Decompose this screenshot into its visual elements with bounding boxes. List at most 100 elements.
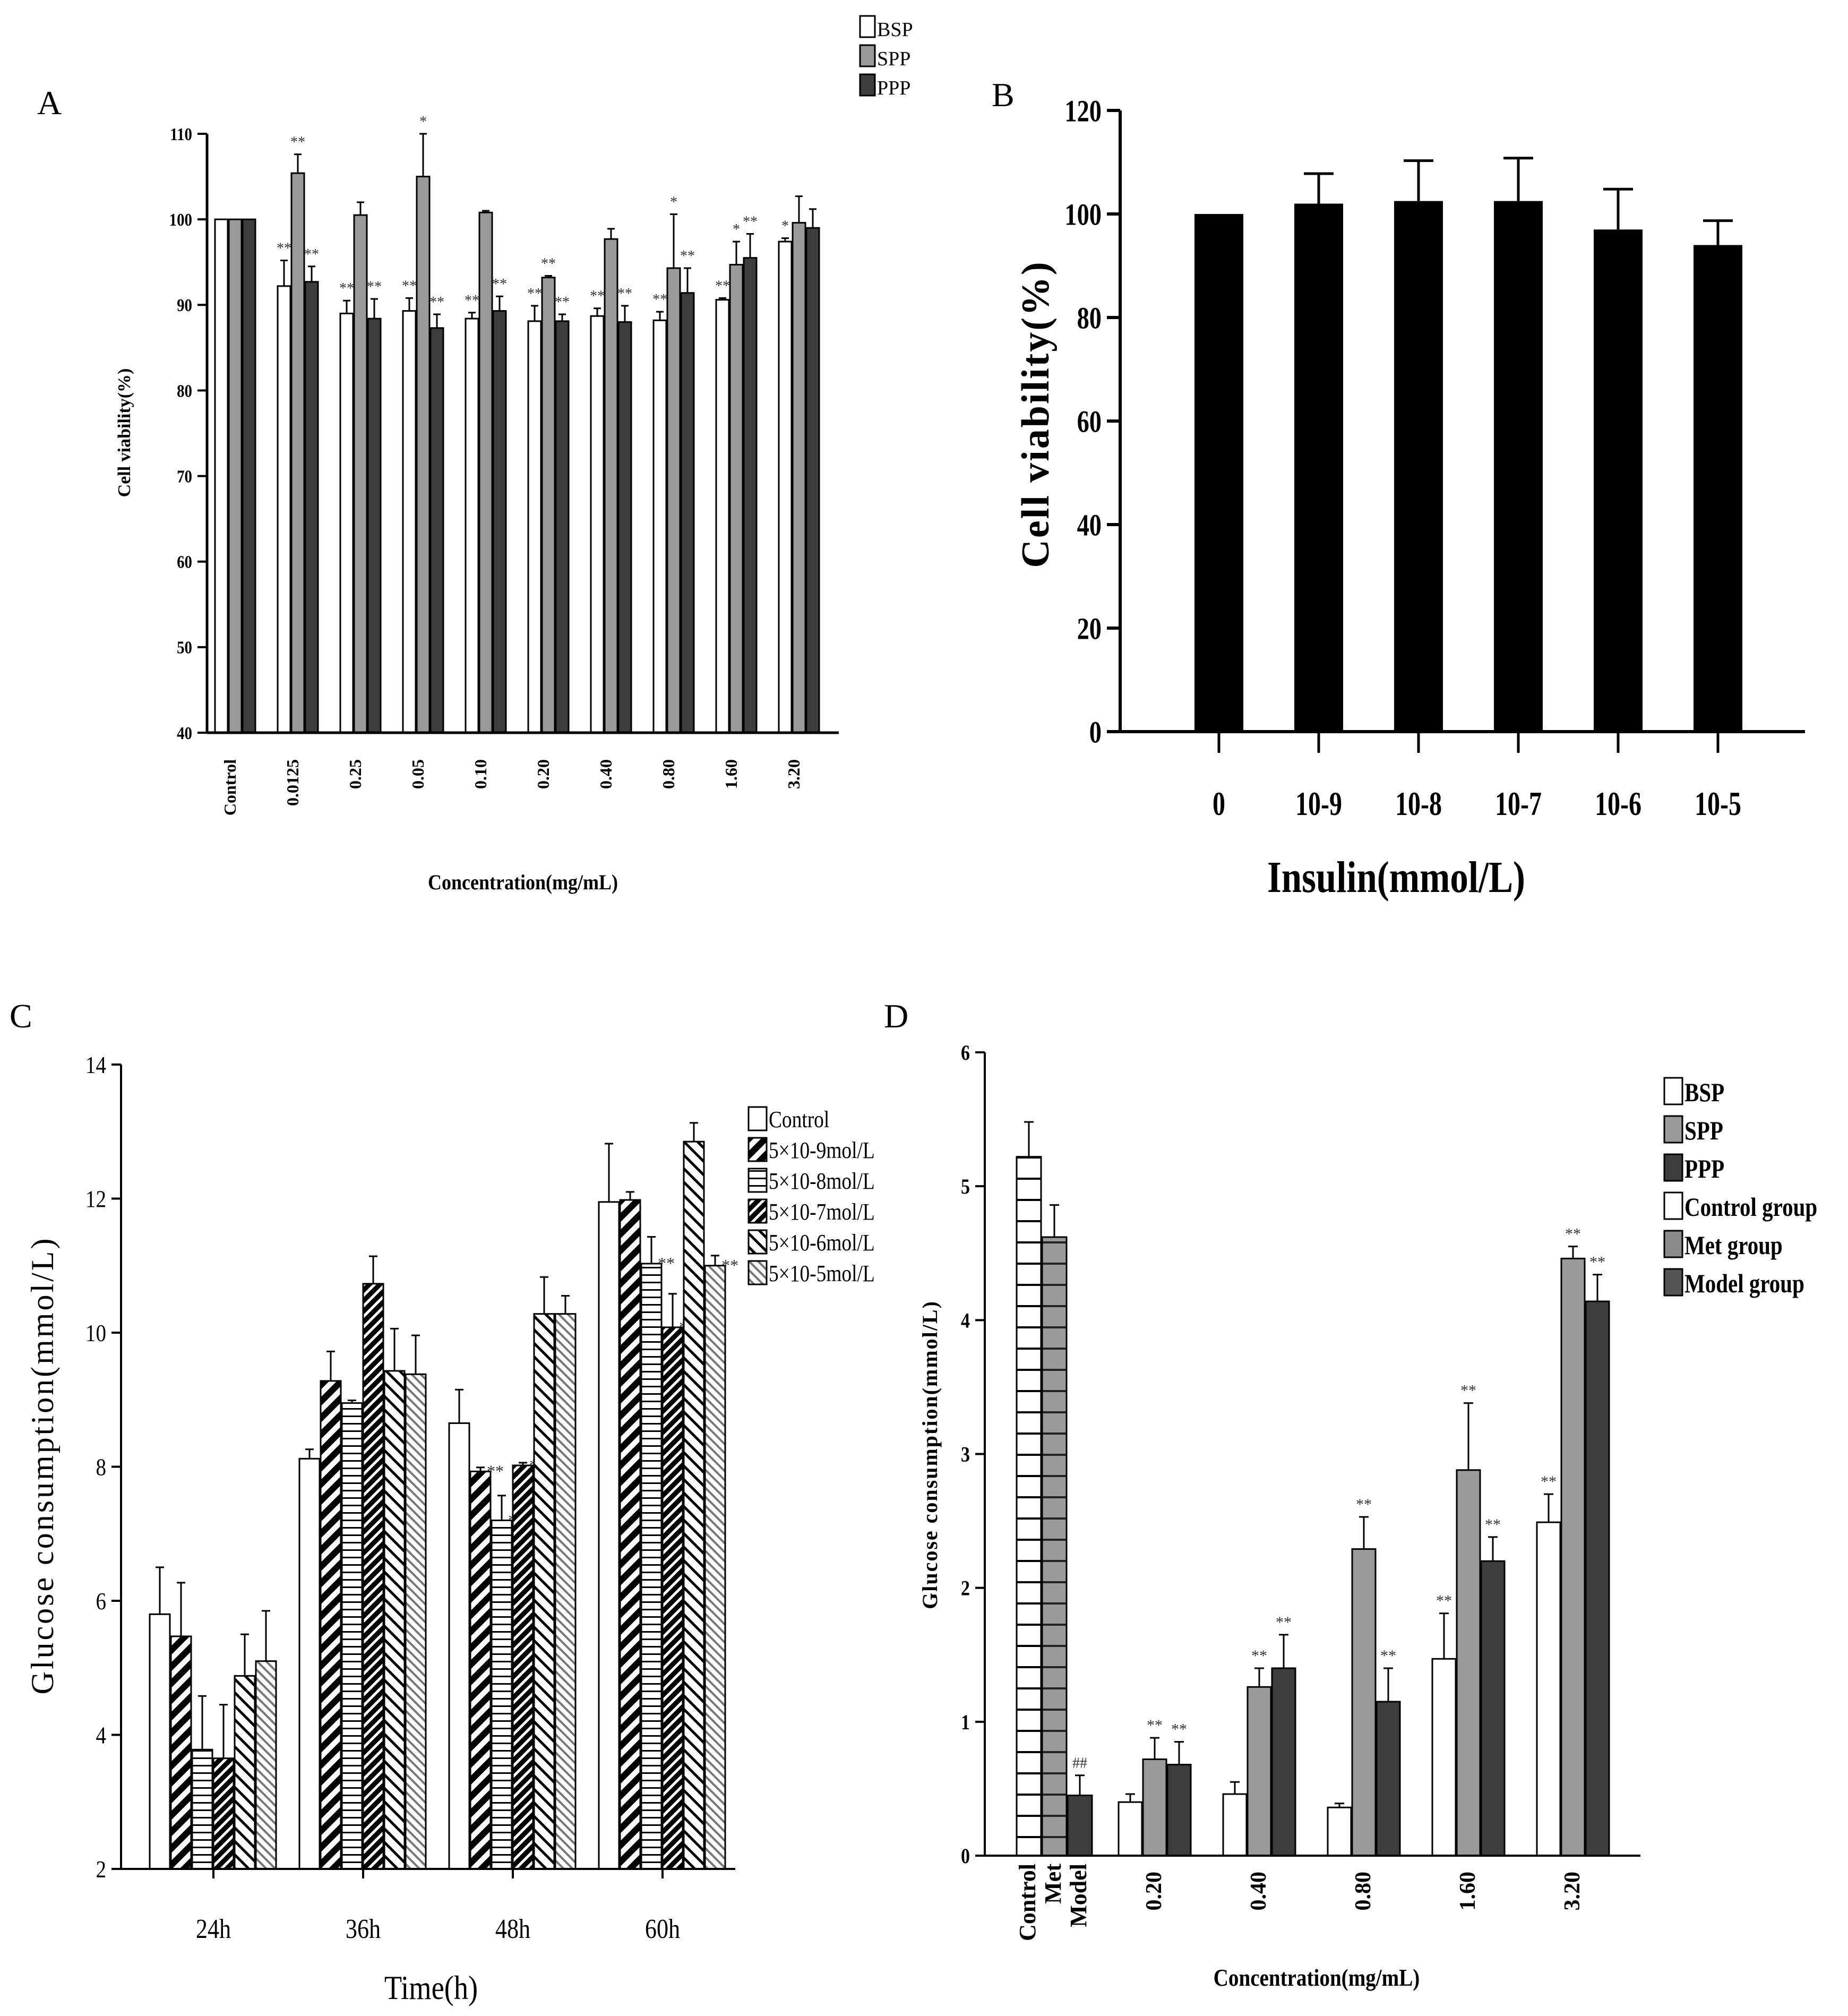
- sig-marker: **: [1541, 1473, 1557, 1490]
- legend-d-swatch-spp: [1663, 1115, 1683, 1144]
- bar-a-ppp-0-0125: [304, 281, 319, 734]
- bar-a-bsp-0-20: [527, 320, 542, 734]
- y-tick-label: 40: [1077, 509, 1102, 543]
- legend-d-swatch-model-group: [1663, 1268, 1683, 1297]
- legend-d-swatch-bsp: [1663, 1077, 1683, 1105]
- bar-b-0: [1194, 214, 1243, 732]
- legend-d-label-bsp: BSP: [1684, 1077, 1724, 1107]
- sig-marker: **: [527, 286, 542, 302]
- y-tick-label: 6: [96, 1588, 106, 1615]
- x-tick-label: 3.20: [1560, 1872, 1585, 1911]
- bar-a-ppp-1-60: [743, 257, 758, 734]
- bar-a-spp-0-20: [541, 277, 556, 734]
- chart-b-marks: [1194, 157, 1742, 732]
- x-tick-label: 48h: [495, 1914, 530, 1944]
- bar-c-5-10-5mol-l-60h: [704, 1265, 726, 1870]
- legend-a-bsp-label: BSP: [877, 19, 913, 41]
- bar-a-ppp-0-25: [367, 318, 382, 734]
- chart-a-y-title: Cell viability(%): [115, 368, 134, 497]
- bar-c-5-10-9mol-l-48h: [469, 1470, 492, 1870]
- legend-a-ppp-label: PPP: [877, 77, 910, 99]
- bar-c-5-10-6mol-l-60h: [683, 1140, 705, 1870]
- x-tick-label: 10-7: [1495, 786, 1542, 823]
- legend-c-label-5-10-7mol-l: 5×10-7mol/L: [769, 1199, 875, 1224]
- x-tick-label: 10-9: [1295, 786, 1342, 823]
- y-tick-label: 100: [1064, 198, 1102, 232]
- chart-a-x-title: Concentration(mg/mL): [428, 871, 618, 894]
- bar-c-control-24h: [149, 1613, 171, 1870]
- y-tick-label: 60: [177, 552, 192, 572]
- legend-d-label-ppp: PPP: [1684, 1154, 1724, 1183]
- chart-b-x-title: Insulin(mmol/L): [1267, 853, 1525, 902]
- sig-marker: **: [429, 294, 444, 311]
- x-tick-label: Control: [220, 759, 239, 816]
- x-tick-label: 0.25: [346, 759, 365, 789]
- y-tick-label: 50: [177, 638, 192, 658]
- y-tick-label: 0: [1089, 716, 1102, 750]
- legend-c-swatch-5-10-8mol-l: [747, 1168, 768, 1193]
- sig-marker: **: [617, 286, 632, 302]
- sig-marker: **: [743, 214, 758, 230]
- bar-c-control-60h: [598, 1201, 620, 1870]
- y-tick-label: 100: [169, 210, 192, 230]
- sig-marker: **: [1356, 1496, 1372, 1513]
- bar-b-10-8: [1394, 201, 1443, 732]
- bar-a-bsp-0-05: [402, 310, 417, 734]
- legend-d-label-model-group: Model group: [1684, 1268, 1804, 1298]
- sig-marker: **: [339, 280, 354, 297]
- bar-c-5-10-6mol-l-48h: [533, 1313, 555, 1870]
- x-tick-label: 10-5: [1695, 786, 1741, 823]
- bar-a-bsp-3-20: [778, 241, 793, 734]
- legend-a-ppp-swatch: [859, 73, 876, 97]
- bar-d-control: [1016, 1156, 1042, 1857]
- y-tick-label: 10: [85, 1320, 106, 1347]
- y-tick-label: 1: [961, 1711, 970, 1734]
- y-tick-label: 4: [961, 1309, 970, 1333]
- sig-marker: **: [1460, 1382, 1476, 1400]
- bar-a-bsp-0-40: [590, 315, 605, 734]
- y-tick-label: 6: [961, 1042, 970, 1065]
- sig-marker: **: [367, 279, 382, 295]
- bar-c-5-10-9mol-l-60h: [619, 1199, 641, 1870]
- x-tick-label: 0.05: [408, 759, 427, 789]
- x-tick-label: 1.60: [721, 759, 741, 789]
- y-tick-label: 12: [85, 1186, 106, 1213]
- y-tick-label: 8: [96, 1454, 106, 1481]
- legend-c-swatch-5-10-5mol-l: [747, 1260, 768, 1285]
- y-tick-label: 40: [177, 723, 192, 743]
- bar-a-ppp-0-05: [429, 327, 444, 734]
- sig-marker: *: [419, 114, 427, 130]
- bar-a-spp-0-25: [353, 214, 368, 734]
- chart-c-legend: Control 5×10-9mol/L 5×10-8mol/L 5×10-7mol/L…: [747, 1106, 875, 1286]
- bar-d-bsp-0-80: [1327, 1806, 1352, 1857]
- bar-d-spp-0-80: [1351, 1548, 1377, 1857]
- bar-d-ppp-0-20: [1166, 1764, 1192, 1857]
- chart-c-y-ticks: 2 4 6 8 10 12 14: [85, 1052, 121, 1883]
- sig-marker: **: [1276, 1614, 1292, 1631]
- x-tick-label: 0.40: [596, 759, 615, 789]
- x-tick-label: Model: [1065, 1864, 1091, 1927]
- y-tick-label: 80: [1077, 302, 1102, 336]
- legend-c-label-5-10-5mol-l: 5×10-5mol/L: [769, 1260, 875, 1286]
- panel-label-d: D: [884, 997, 908, 1035]
- chart-b: 0 20 40 60 80 100 120 0 10-9 10-8 10-7 10-6 10-5 Ce…: [1014, 95, 1805, 902]
- sig-marker: **: [1147, 1717, 1163, 1734]
- bar-c-5-10-8mol-l-48h: [491, 1520, 513, 1870]
- bar-a-ppp-control: [242, 218, 256, 734]
- sig-marker: **: [721, 1256, 738, 1275]
- chart-c-x-title: Time(h): [384, 1969, 478, 2006]
- x-tick-label: 10-6: [1595, 786, 1641, 823]
- bar-a-spp-3-20: [792, 222, 806, 734]
- bar-c-5-10-7mol-l-48h: [512, 1464, 534, 1870]
- bar-d-spp-0-20: [1142, 1758, 1167, 1857]
- x-tick-label: 0: [1213, 786, 1225, 823]
- sig-marker: **: [555, 294, 570, 311]
- bar-d-bsp-1-60: [1431, 1658, 1457, 1857]
- sig-marker: **: [541, 255, 556, 272]
- bar-a-bsp-0-10: [465, 318, 479, 734]
- y-tick-label: 2: [96, 1856, 106, 1883]
- legend-c-label-5-10-8mol-l: 5×10-8mol/L: [769, 1168, 875, 1194]
- bar-b-10-9: [1294, 203, 1343, 732]
- y-tick-label: 20: [1077, 612, 1102, 646]
